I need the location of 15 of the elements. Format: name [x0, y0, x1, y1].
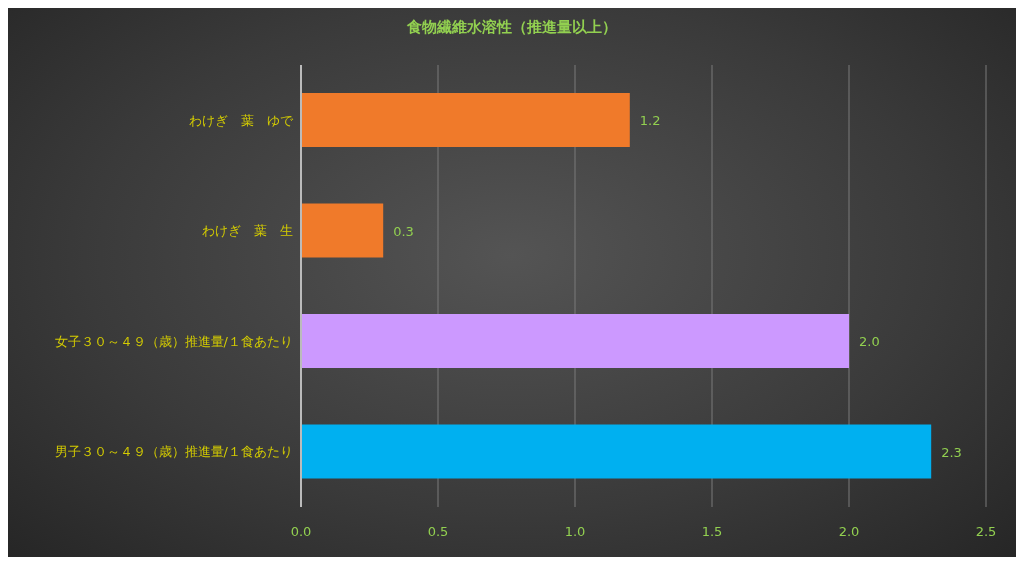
x-tick-label: 1.5	[701, 524, 723, 540]
data-label: 1.2	[639, 113, 661, 128]
data-label: 2.0	[859, 334, 880, 349]
data-label: 0.3	[393, 223, 414, 239]
x-tick-label: 2.5	[975, 524, 997, 540]
y-tick-label: 女子３０～４９（歳）推進量/１食あたり	[54, 333, 293, 349]
x-tick-label: 1.0	[564, 524, 586, 540]
chart-title: 食物繊維水溶性（推進量以上）	[406, 18, 618, 37]
y-tick-label: わけぎ 葉 生	[202, 223, 293, 239]
x-tick-label: 2.0	[838, 524, 860, 540]
y-tick-label: 男子３０～４９（歳）推進量/１食あたり	[54, 444, 293, 460]
y-tick-label: わけぎ 葉 ゆで	[189, 112, 294, 128]
x-tick-label: 0.5	[427, 524, 449, 540]
x-tick-label: 0.0	[290, 524, 312, 540]
data-label: 2.3	[941, 444, 962, 460]
